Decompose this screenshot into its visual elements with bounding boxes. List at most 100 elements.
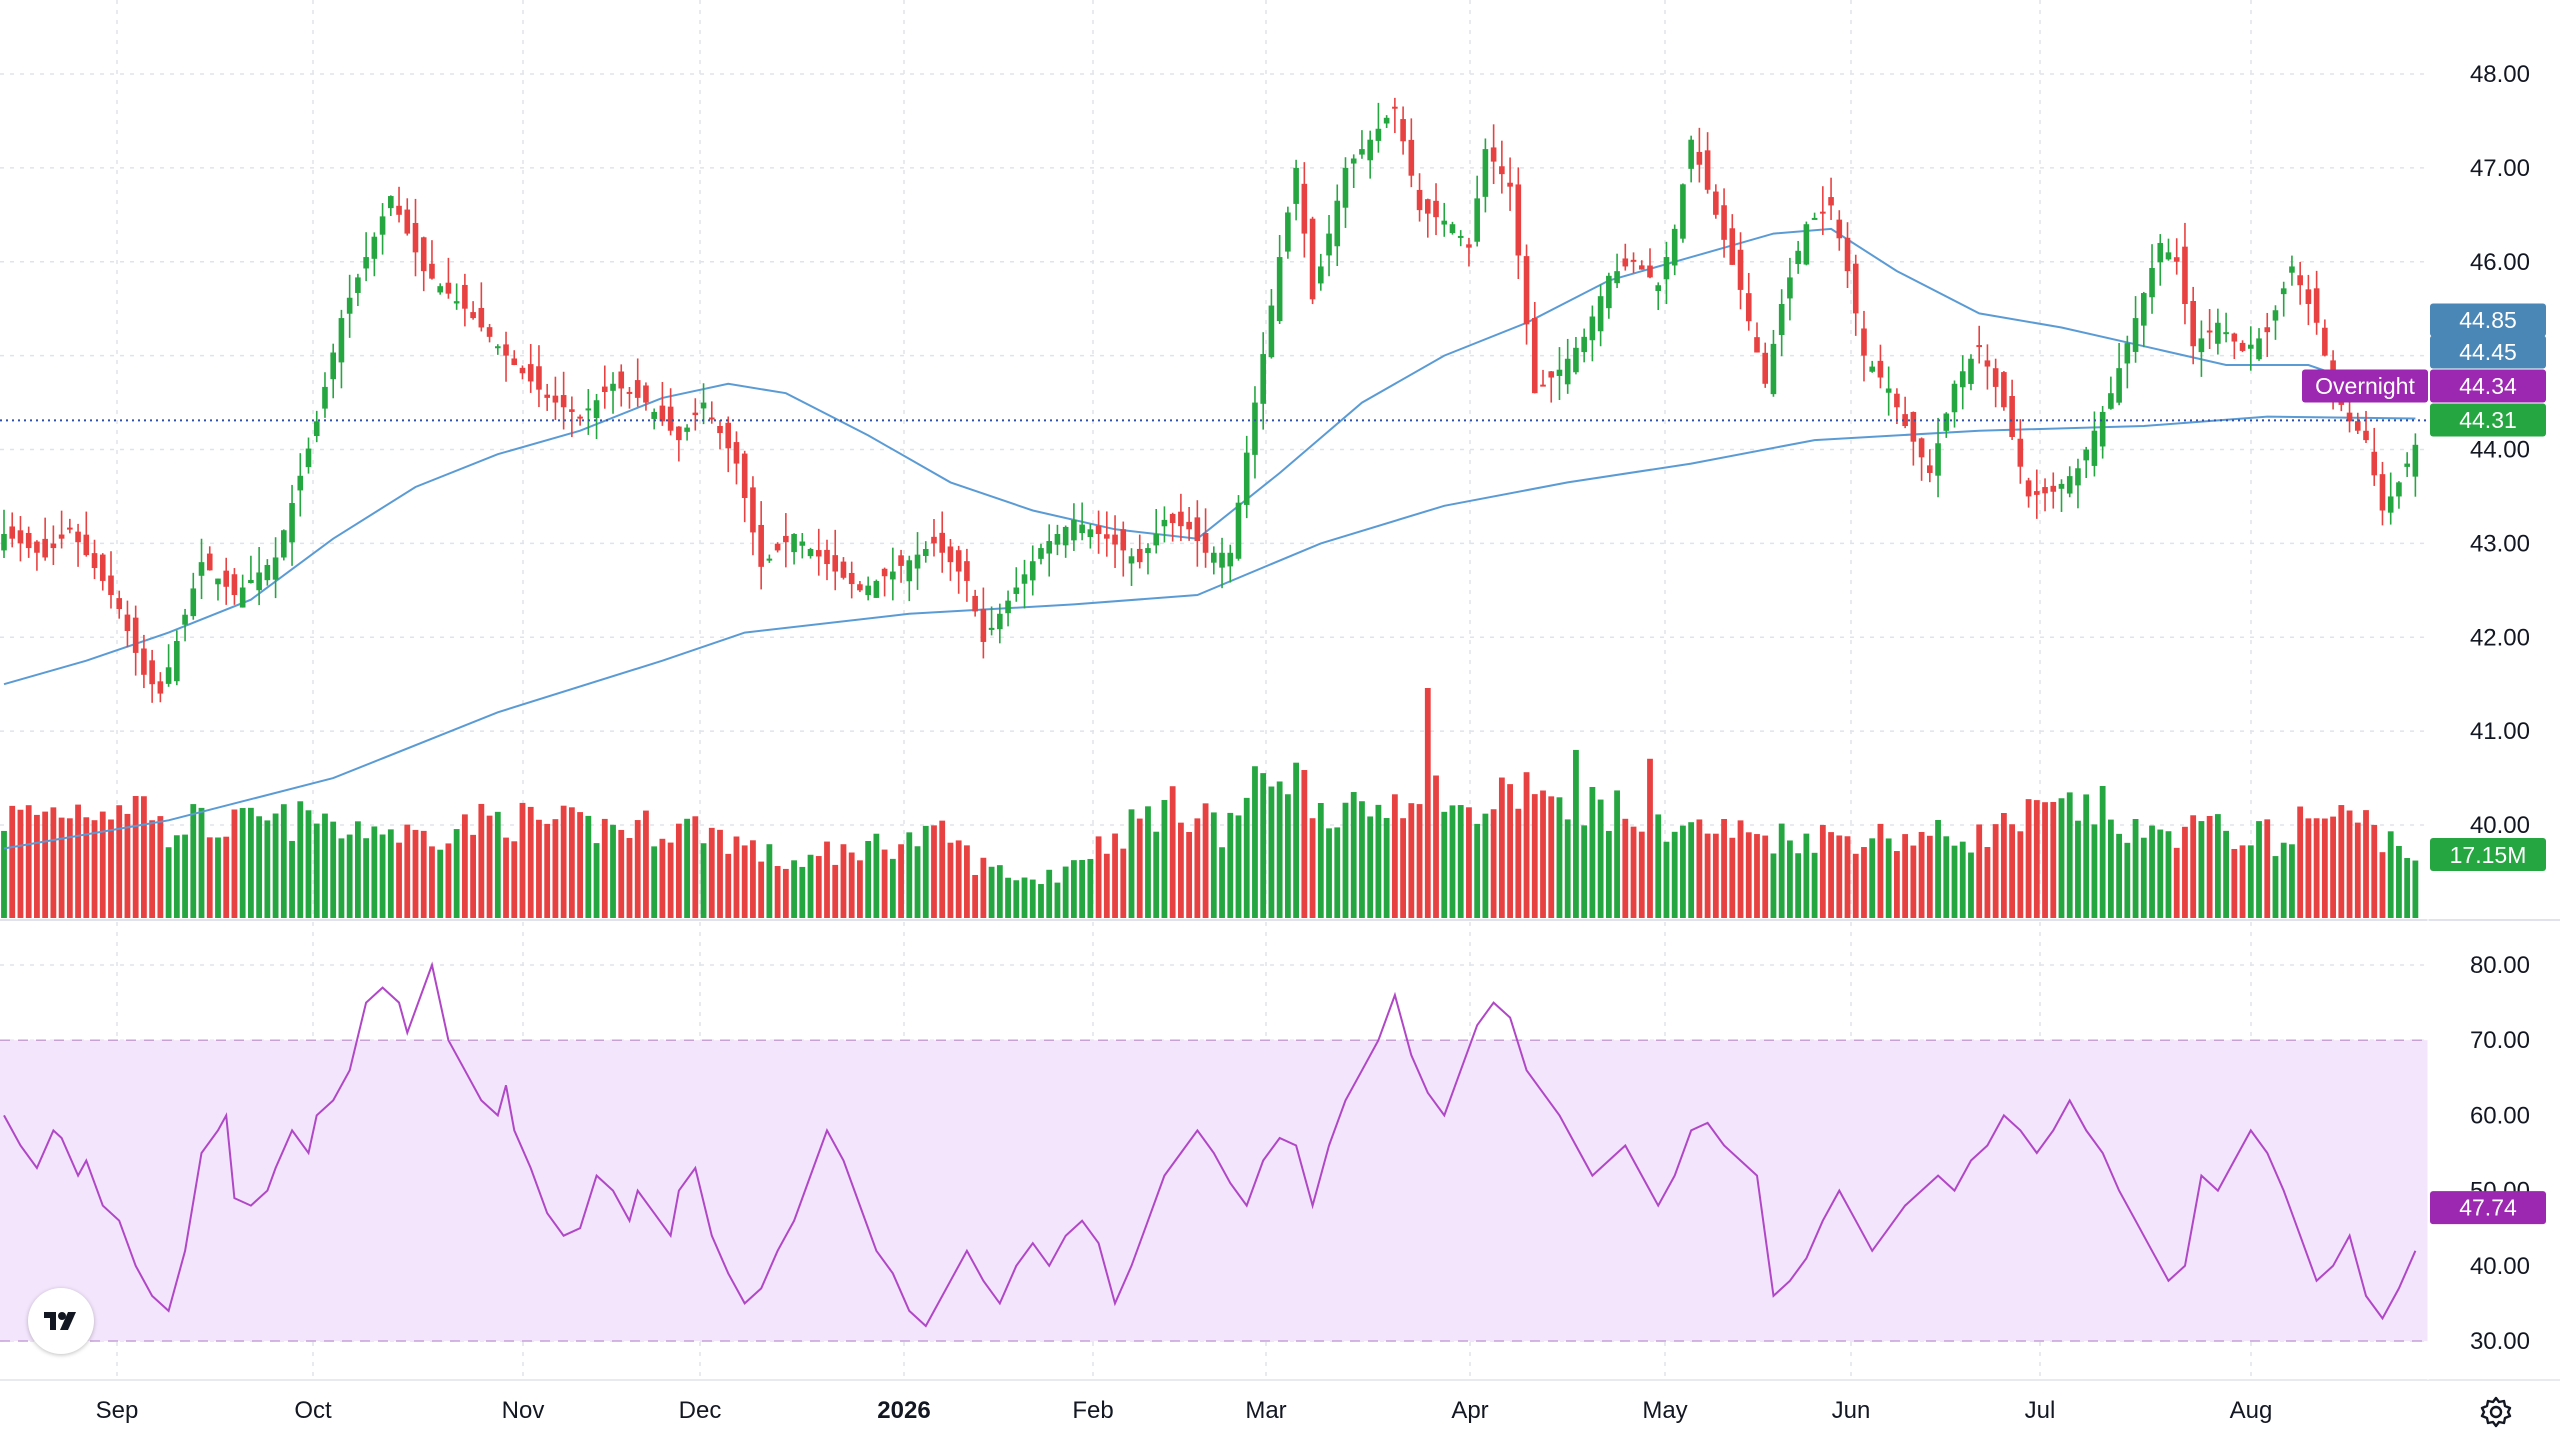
candle-body	[1638, 265, 1645, 270]
tradingview-logo[interactable]	[28, 1288, 94, 1354]
volume-bar	[708, 827, 715, 918]
candle-body	[2247, 344, 2254, 349]
candle-body	[1696, 151, 1703, 165]
candle-body	[519, 367, 526, 374]
candle-body	[1211, 552, 1217, 563]
volume-bar	[2173, 847, 2180, 918]
volume-bar	[1474, 823, 1481, 918]
candle-body	[2173, 257, 2180, 262]
volume-bar	[955, 840, 962, 918]
candle-body	[297, 475, 304, 491]
candle-body	[1400, 119, 1406, 142]
candle-body	[898, 555, 904, 566]
candle-body	[1531, 318, 1538, 394]
volume-bar	[1326, 828, 1332, 918]
volume-bar	[1959, 841, 1966, 918]
candle-body	[1046, 541, 1053, 554]
candle-body	[355, 277, 361, 293]
candle-body	[1787, 277, 1793, 299]
volume-bar	[1, 830, 7, 918]
candle-body	[2223, 332, 2229, 335]
candle-body	[1671, 228, 1678, 266]
candle-body	[141, 648, 147, 675]
candle-body	[478, 307, 485, 328]
candle-body	[725, 422, 732, 449]
volume-bar	[750, 840, 756, 918]
volume-bar	[280, 804, 287, 918]
candle-body	[116, 598, 123, 610]
volume-bar	[733, 836, 740, 918]
candle-body	[1902, 414, 1908, 427]
volume-bar	[1021, 877, 1028, 918]
volume-bar	[1391, 794, 1398, 918]
candle-body	[2404, 463, 2410, 467]
candle-body	[313, 421, 320, 437]
time-tick-label: Oct	[294, 1397, 332, 1424]
candle-body	[1350, 158, 1357, 164]
volume-bar	[1630, 826, 1637, 918]
volume-bar	[1811, 852, 1818, 918]
candle-body	[684, 427, 690, 432]
candle-body	[1713, 191, 1719, 215]
candle-body	[281, 530, 287, 558]
volume-bar	[1317, 803, 1324, 918]
candle-body	[396, 205, 402, 215]
candle-body	[922, 549, 929, 556]
candle-body	[437, 286, 443, 293]
volume-bar	[1671, 831, 1678, 918]
volume-bar	[1894, 851, 1900, 918]
candle-body	[667, 406, 674, 431]
volume-bar	[1531, 794, 1538, 918]
candle-body	[1704, 150, 1711, 190]
volume-bar	[634, 820, 641, 918]
volume-bar	[42, 811, 49, 918]
volume-bar	[272, 813, 279, 918]
candle-body	[338, 318, 345, 363]
volume-bar	[190, 804, 197, 918]
candle-body	[1680, 184, 1686, 239]
time-tick-label: Apr	[1451, 1397, 1488, 1424]
time-axis[interactable]: Sep Oct Nov Dec 2026 Feb Mar Apr May Jun Jul Aug	[96, 1397, 2273, 1424]
volume-bar	[898, 844, 904, 918]
price-tick-label: 42.00	[2470, 624, 2530, 651]
candle-body	[544, 394, 550, 398]
candle-body	[1630, 259, 1637, 262]
price-tag-label: 44.34	[2459, 373, 2517, 399]
volume-bar	[791, 860, 797, 918]
volume-bar	[2338, 805, 2345, 918]
volume-bar	[964, 845, 970, 918]
candle-body	[972, 595, 978, 612]
candle-body	[1, 533, 7, 551]
volume-bar	[1441, 811, 1448, 918]
volume-bar	[1721, 818, 1727, 918]
volume-bar	[799, 866, 806, 918]
candle-body	[947, 546, 954, 563]
candle-body	[857, 584, 863, 591]
rsi-line	[3, 961, 2417, 1328]
candle-body	[1778, 303, 1785, 336]
candle-body	[873, 580, 880, 598]
volume-bar	[2149, 825, 2155, 918]
candle-body	[1556, 369, 1563, 376]
rsi-tag-label: 47.74	[2459, 1195, 2517, 1221]
volume-bar	[412, 829, 419, 918]
volume-bar	[1597, 799, 1604, 918]
candle-body	[577, 416, 583, 419]
volume-bar	[1309, 818, 1316, 918]
overnight-tag-label: Overnight	[2315, 373, 2415, 399]
price-axis[interactable]: 48.0047.0046.0045.0044.0043.0042.0041.00…	[2470, 61, 2530, 839]
volume-bar	[1605, 830, 1612, 918]
candle-body	[2198, 338, 2205, 353]
candle-body	[1507, 182, 1513, 187]
candle-body	[174, 641, 180, 682]
volume-bar	[1334, 827, 1341, 918]
volume-bar	[1910, 845, 1917, 918]
candle-body	[1655, 285, 1662, 291]
settings-button[interactable]	[2476, 1392, 2516, 1432]
candle-body	[1433, 200, 1439, 218]
volume-bar	[420, 830, 427, 918]
volume-bar	[1655, 814, 1662, 918]
volume-bar	[1054, 882, 1061, 918]
